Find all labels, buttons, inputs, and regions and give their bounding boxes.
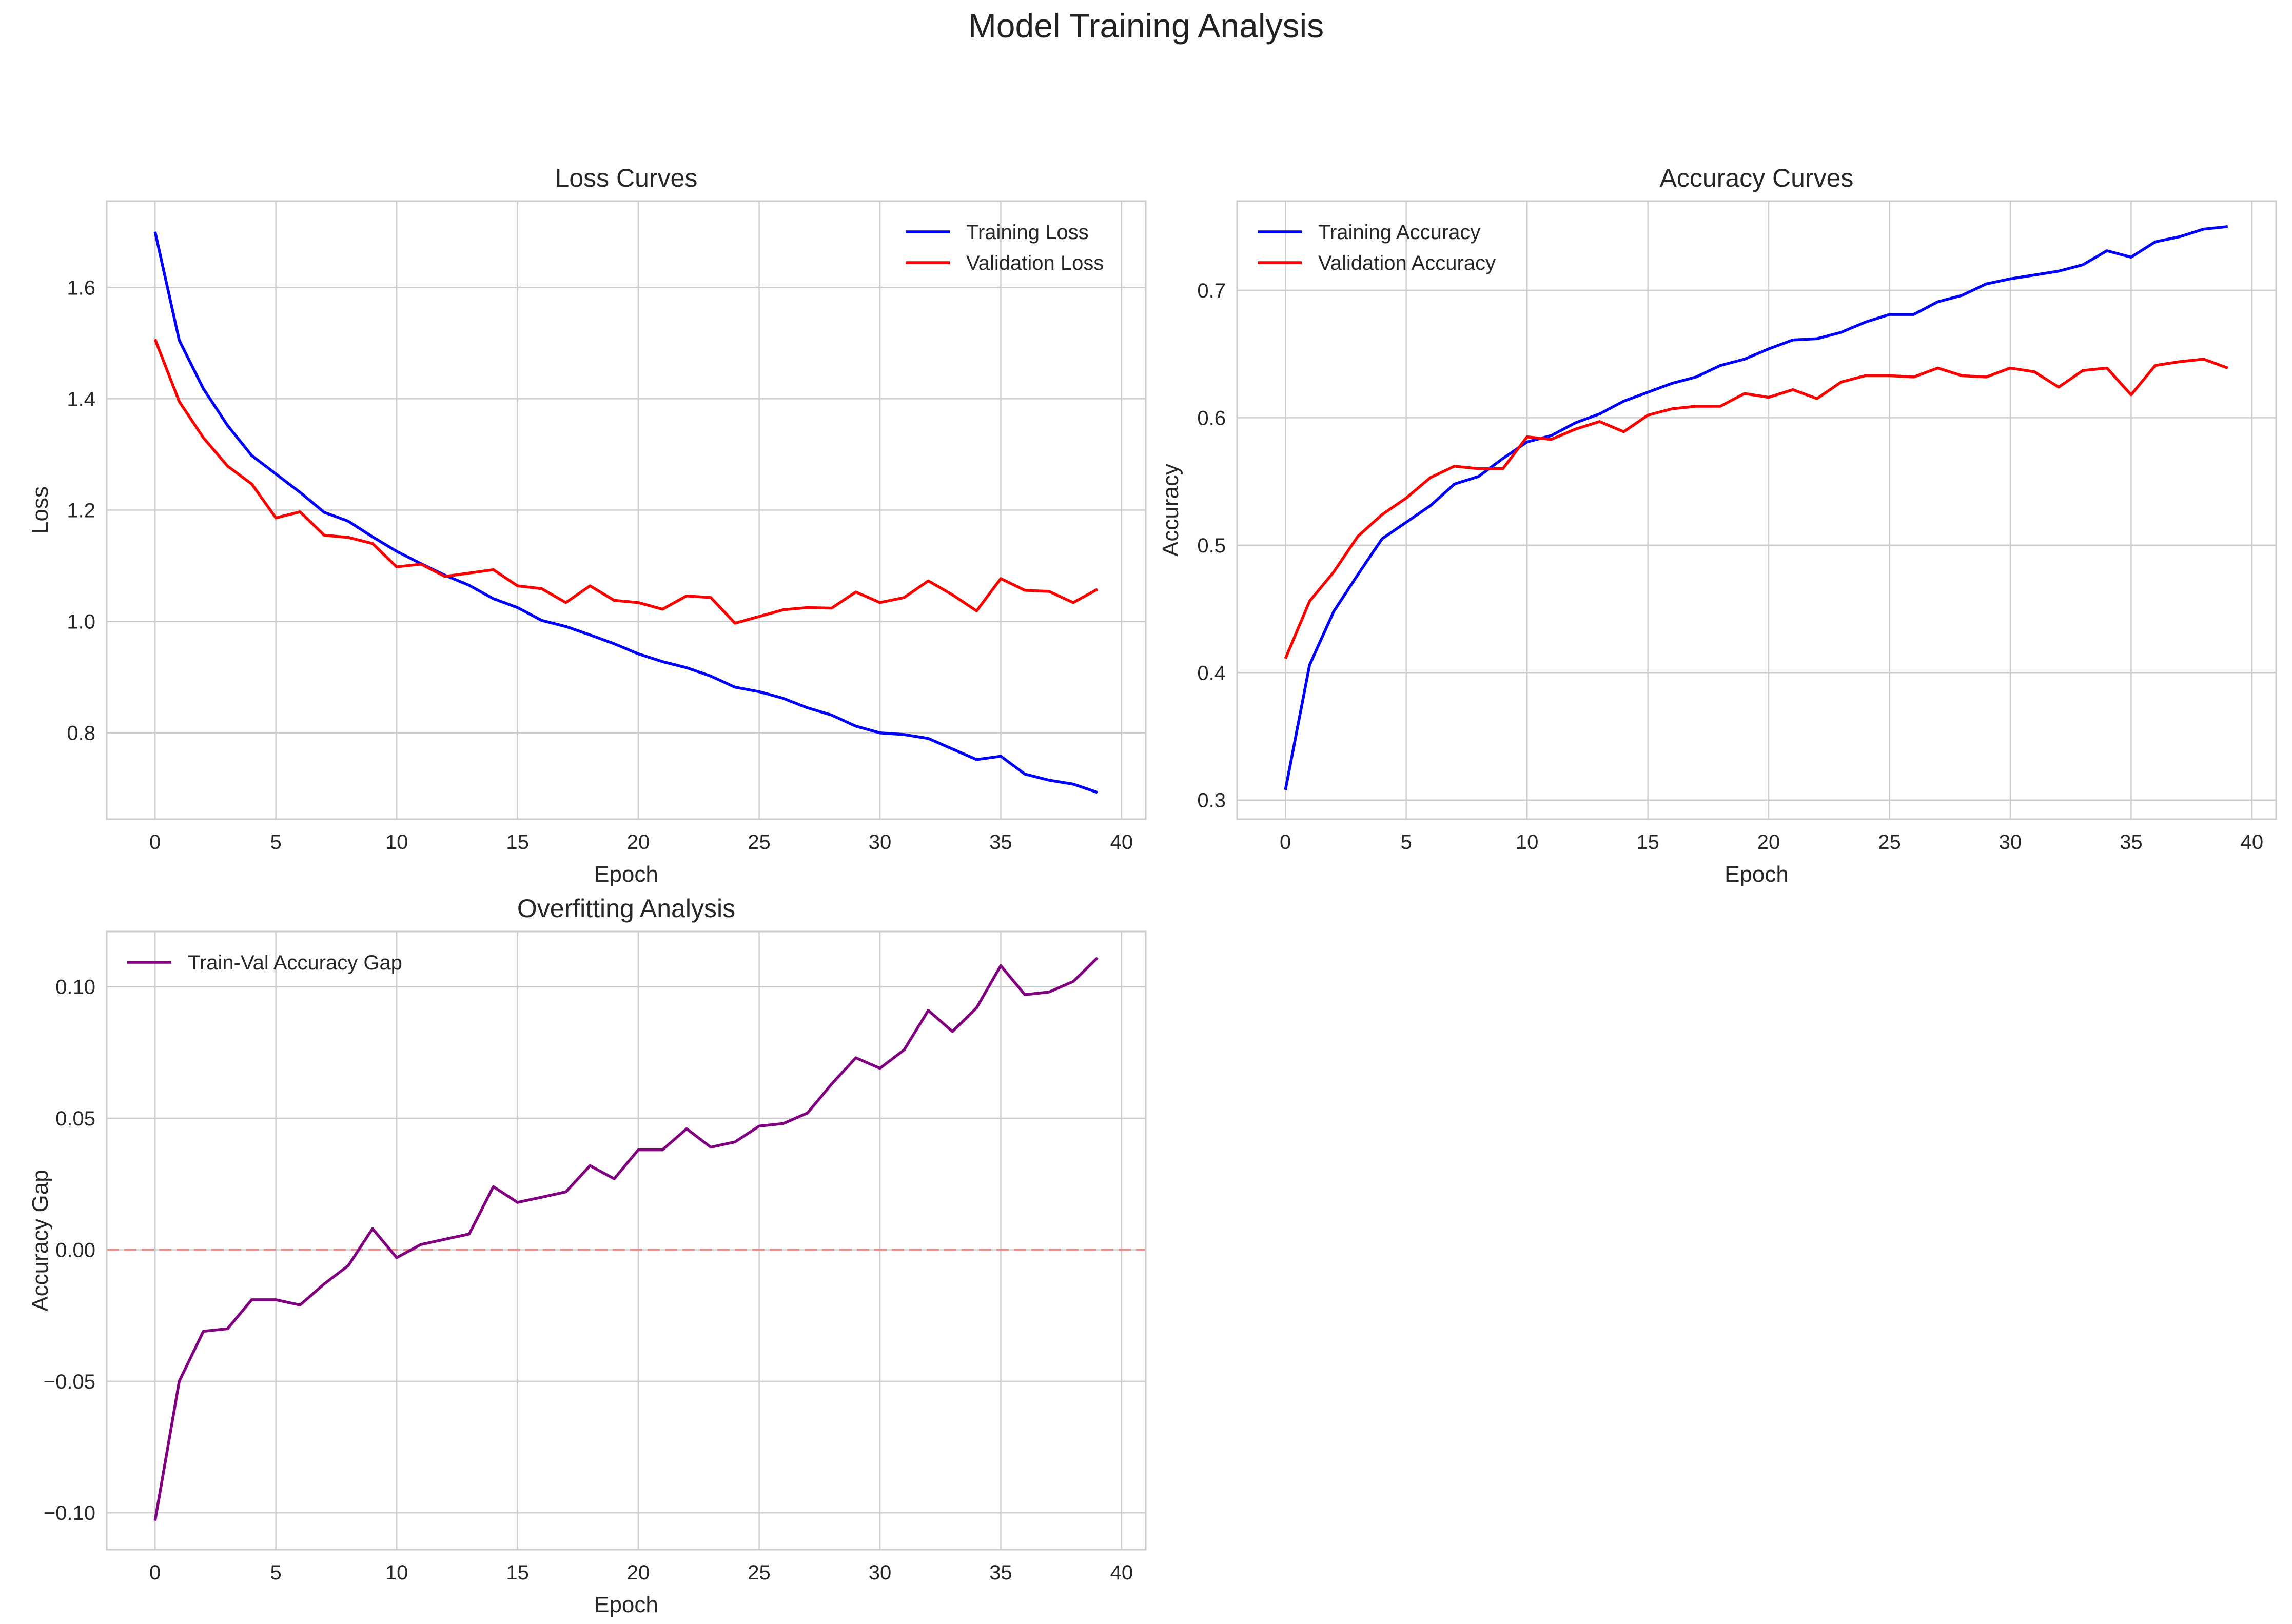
x-tick-label: 30 [869, 831, 892, 854]
y-axis-label: Loss [28, 486, 53, 534]
y-tick-label: 0.10 [55, 976, 95, 999]
x-tick-label: 10 [385, 831, 408, 854]
y-tick-label: 1.4 [67, 388, 95, 410]
x-axis-label: Epoch [594, 862, 658, 887]
x-tick-label: 20 [1757, 831, 1780, 854]
y-tick-label: 1.6 [67, 276, 95, 299]
legend-label: Train-Val Accuracy Gap [188, 952, 402, 974]
y-tick-label: 0.6 [1197, 407, 1226, 429]
y-axis-label: Accuracy [1158, 464, 1183, 557]
x-axis-label: Epoch [594, 1592, 658, 1617]
x-tick-label: 25 [748, 1561, 771, 1584]
y-tick-label: 0.7 [1197, 280, 1226, 302]
x-tick-label: 20 [627, 831, 650, 854]
y-tick-label: −0.05 [44, 1371, 95, 1393]
x-tick-label: 40 [1110, 831, 1133, 854]
legend: Training Accuracy Validation Accuracy [1258, 221, 1496, 274]
x-tick-label: 35 [989, 1561, 1012, 1584]
chart-panel-accuracy: 0 5 10 15 20 25 30 35 40 0.3 0.4 0.5 0.6 0.7 Accuracy … [1158, 164, 2277, 887]
x-tick-label: 10 [385, 1561, 408, 1584]
x-tick-label: 30 [869, 1561, 892, 1584]
chart-panel-loss: 0 5 10 15 20 25 30 35 40 0.8 1.0 1.2 1.4 1.6 Loss Curv… [28, 164, 1147, 887]
series-line-1 [153, 957, 1099, 1521]
y-tick-label: 1.2 [67, 500, 95, 522]
plot-frame [106, 200, 1147, 820]
series-line-2 [1284, 358, 2228, 659]
x-tick-label: 0 [149, 1561, 161, 1584]
x-tick-label: 15 [1636, 831, 1659, 854]
x-tick-label: 0 [149, 831, 161, 854]
y-tick-label: 0.3 [1197, 789, 1226, 812]
x-tick-label: 30 [1999, 831, 2022, 854]
chart-title: Loss Curves [555, 164, 698, 192]
chart-panel-gap: 0 5 10 15 20 25 30 35 40 −0.10 −0.05 0.00 0.05 0.10 Ov… [28, 894, 1147, 1617]
y-tick-label: −0.10 [44, 1502, 95, 1524]
plot-frame [106, 930, 1147, 1551]
x-tick-label: 25 [748, 831, 771, 854]
y-tick-label: 0.05 [55, 1107, 95, 1130]
y-tick-label: 0.5 [1197, 534, 1226, 557]
series-line-1 [153, 231, 1098, 794]
x-tick-label: 35 [989, 831, 1012, 854]
x-tick-label: 35 [2120, 831, 2143, 854]
plot-frame [1236, 200, 2277, 820]
y-axis-label: Accuracy Gap [28, 1170, 53, 1311]
figure-title: Model Training Analysis [968, 7, 1324, 45]
x-tick-label: 10 [1516, 831, 1539, 854]
x-tick-label: 40 [2241, 831, 2264, 854]
x-tick-label: 15 [506, 1561, 529, 1584]
y-tick-label: 0.4 [1197, 662, 1226, 684]
chart-title: Accuracy Curves [1660, 164, 1854, 192]
x-tick-label: 5 [1401, 831, 1412, 854]
series-line-2 [153, 339, 1099, 625]
legend: Train-Val Accuracy Gap [127, 952, 402, 974]
x-tick-label: 5 [270, 831, 282, 854]
y-tick-label: 0.00 [55, 1239, 95, 1261]
series-line-1 [1284, 225, 2228, 790]
legend-label: Validation Loss [966, 252, 1104, 274]
x-axis-label: Epoch [1725, 862, 1789, 887]
chart-title: Overfitting Analysis [517, 894, 735, 923]
x-tick-label: 15 [506, 831, 529, 854]
x-tick-label: 5 [270, 1561, 282, 1584]
legend: Training Loss Validation Loss [906, 221, 1104, 274]
x-tick-label: 20 [627, 1561, 650, 1584]
legend-label: Training Accuracy [1318, 221, 1480, 244]
x-tick-label: 40 [1110, 1561, 1133, 1584]
y-tick-label: 0.8 [67, 722, 95, 745]
x-tick-label: 0 [1280, 831, 1291, 854]
legend-label: Training Loss [966, 221, 1089, 244]
legend-label: Validation Accuracy [1318, 252, 1496, 274]
y-tick-label: 1.0 [67, 611, 95, 633]
x-tick-label: 25 [1878, 831, 1901, 854]
